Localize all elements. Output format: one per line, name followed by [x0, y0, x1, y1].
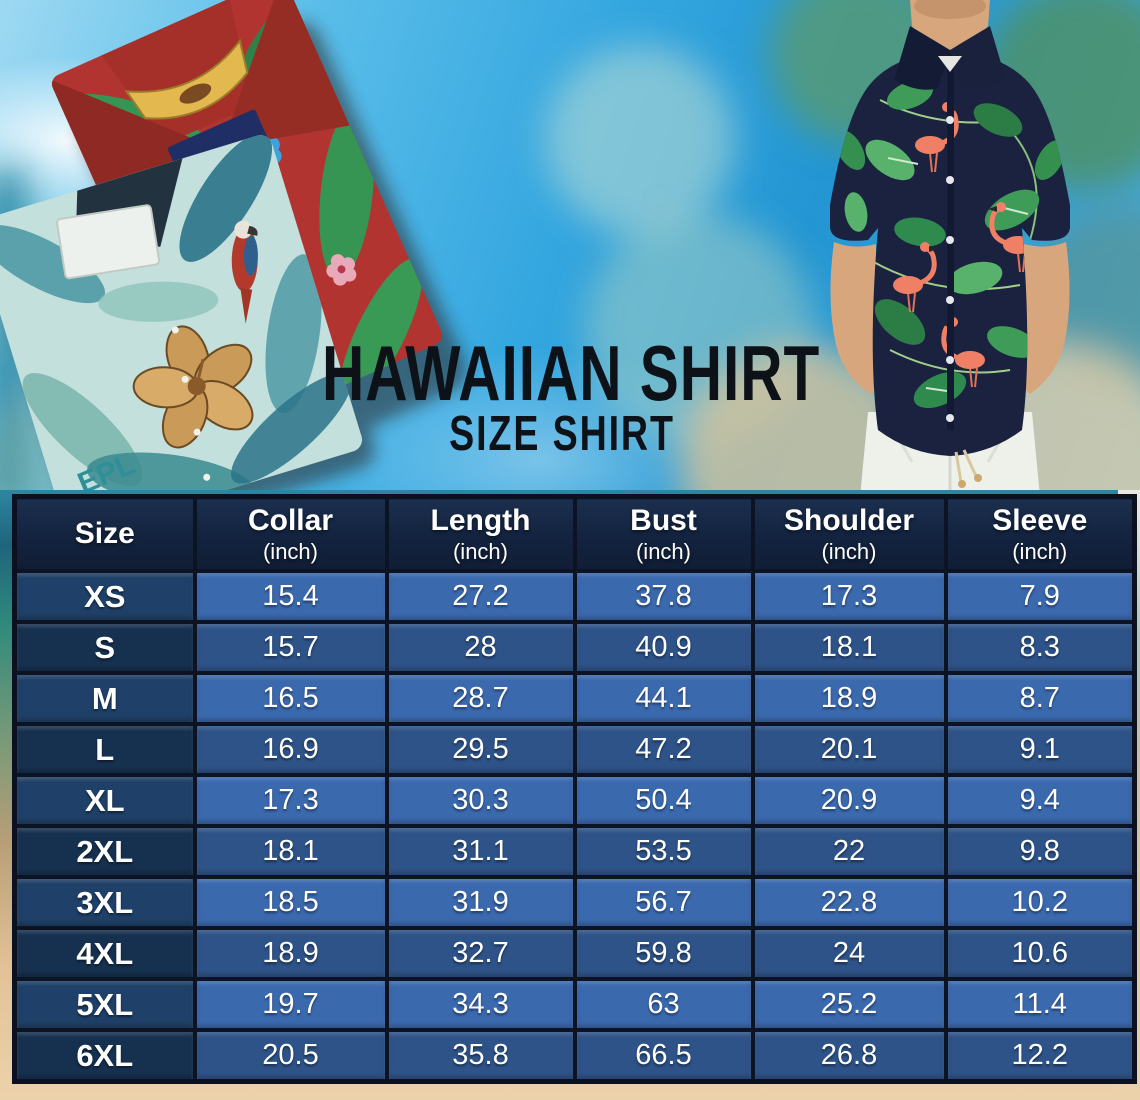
- size-value-cell: 18.9: [750, 671, 948, 726]
- size-label-cell: XL: [12, 773, 197, 828]
- size-value-cell: 63: [572, 977, 755, 1032]
- size-value-cell: 37.8: [572, 569, 755, 624]
- size-value-cell: 31.9: [384, 875, 577, 930]
- size-value-cell: 17.3: [750, 569, 948, 624]
- header-row: Size Collar (inch) Length (inch) Bust (i…: [12, 494, 1137, 573]
- size-value-cell: 17.3: [192, 773, 389, 828]
- col-header-sleeve: Sleeve (inch): [943, 494, 1137, 573]
- plumeria-flower-icon: [326, 254, 357, 286]
- size-label-cell: XS: [12, 569, 197, 624]
- size-value-cell: 10.2: [943, 875, 1137, 930]
- size-value-cell: 18.5: [192, 875, 389, 930]
- size-value-cell: 16.5: [192, 671, 389, 726]
- size-chart-table: Size Collar (inch) Length (inch) Bust (i…: [12, 494, 1137, 1084]
- size-value-cell: 30.3: [384, 773, 577, 828]
- table-row: 3XL 18.5 31.9 56.7 22.8 10.2: [12, 875, 1137, 930]
- col-header-collar: Collar (inch): [192, 494, 389, 573]
- table-row: S 15.7 28 40.9 18.1 8.3: [12, 620, 1137, 675]
- flamingo-icon: [893, 242, 938, 313]
- size-label-cell: 5XL: [12, 977, 197, 1032]
- size-value-cell: 29.5: [384, 722, 577, 777]
- size-value-cell: 9.4: [943, 773, 1137, 828]
- parrot-icon: [231, 220, 258, 324]
- col-header-size: Size: [12, 494, 197, 573]
- size-label-cell: M: [12, 671, 197, 726]
- size-table-body: XS 15.4 27.2 37.8 17.3 7.9 S 15.7 28 40.9 18.1 8.3 M…: [12, 569, 1137, 1084]
- size-value-cell: 9.1: [943, 722, 1137, 777]
- size-value-cell: 53.5: [572, 824, 755, 879]
- table-row: M 16.5 28.7 44.1 18.9 8.7: [12, 671, 1137, 726]
- size-value-cell: 40.9: [572, 620, 755, 675]
- page-title: HAWAIIAN SHIRT: [322, 329, 821, 417]
- size-value-cell: 12.2: [943, 1028, 1137, 1084]
- size-value-cell: 16.9: [192, 722, 389, 777]
- size-value-cell: 9.8: [943, 824, 1137, 879]
- table-row: XL 17.3 30.3 50.4 20.9 9.4: [12, 773, 1137, 828]
- table-row: 4XL 18.9 32.7 59.8 24 10.6: [12, 926, 1137, 981]
- size-label-cell: 4XL: [12, 926, 197, 981]
- size-value-cell: 25.2: [750, 977, 948, 1032]
- size-value-cell: 15.4: [192, 569, 389, 624]
- teal-shirt-photo: EPL: [0, 132, 363, 497]
- size-value-cell: 35.8: [384, 1028, 577, 1084]
- size-value-cell: 32.7: [384, 926, 577, 981]
- title-block: HAWAIIAN SHIRT SIZE SHIRT: [312, 333, 819, 459]
- size-value-cell: 59.8: [572, 926, 755, 981]
- model-photo: [830, 0, 1070, 497]
- size-value-cell: 8.7: [943, 671, 1137, 726]
- size-value-cell: 7.9: [943, 569, 1137, 624]
- size-value-cell: 15.7: [192, 620, 389, 675]
- size-value-cell: 22: [750, 824, 948, 879]
- size-value-cell: 19.7: [192, 977, 389, 1032]
- size-label-cell: S: [12, 620, 197, 675]
- hero-photo-composite: EPL: [0, 0, 1140, 497]
- size-value-cell: 28.7: [384, 671, 577, 726]
- size-value-cell: 66.5: [572, 1028, 755, 1084]
- col-header-shoulder: Shoulder (inch): [750, 494, 948, 573]
- size-label-cell: 2XL: [12, 824, 197, 879]
- size-value-cell: 20.1: [750, 722, 948, 777]
- size-value-cell: 18.9: [192, 926, 389, 981]
- size-value-cell: 56.7: [572, 875, 755, 930]
- size-value-cell: 20.9: [750, 773, 948, 828]
- size-value-cell: 47.2: [572, 722, 755, 777]
- size-value-cell: 28: [384, 620, 577, 675]
- hero-banner: EPL HAWAIIAN SHIRT SIZE SHIRT: [0, 0, 1140, 497]
- size-value-cell: 22.8: [750, 875, 948, 930]
- size-value-cell: 8.3: [943, 620, 1137, 675]
- size-label-cell: 3XL: [12, 875, 197, 930]
- size-value-cell: 31.1: [384, 824, 577, 879]
- table-row: XS 15.4 27.2 37.8 17.3 7.9: [12, 569, 1137, 624]
- size-value-cell: 50.4: [572, 773, 755, 828]
- size-value-cell: 11.4: [943, 977, 1137, 1032]
- table-row: 6XL 20.5 35.8 66.5 26.8 12.2: [12, 1028, 1137, 1084]
- size-label-cell: 6XL: [12, 1028, 197, 1084]
- shirt-pocket: [56, 204, 161, 280]
- hibiscus-flower-icon: [132, 325, 254, 449]
- size-value-cell: 24: [750, 926, 948, 981]
- shirt-neck-label-gold: [124, 38, 249, 120]
- table-row: 2XL 18.1 31.1 53.5 22 9.8: [12, 824, 1137, 879]
- size-value-cell: 27.2: [384, 569, 577, 624]
- page-subtitle: SIZE SHIRT: [449, 407, 675, 462]
- size-value-cell: 10.6: [943, 926, 1137, 981]
- size-value-cell: 18.1: [192, 824, 389, 879]
- size-value-cell: 26.8: [750, 1028, 948, 1084]
- col-header-length: Length (inch): [384, 494, 577, 573]
- size-value-cell: 44.1: [572, 671, 755, 726]
- size-label-cell: L: [12, 722, 197, 777]
- size-value-cell: 20.5: [192, 1028, 389, 1084]
- table-row: 5XL 19.7 34.3 63 25.2 11.4: [12, 977, 1137, 1032]
- size-value-cell: 18.1: [750, 620, 948, 675]
- size-value-cell: 34.3: [384, 977, 577, 1032]
- table-row: L 16.9 29.5 47.2 20.1 9.1: [12, 722, 1137, 777]
- col-header-bust: Bust (inch): [572, 494, 755, 573]
